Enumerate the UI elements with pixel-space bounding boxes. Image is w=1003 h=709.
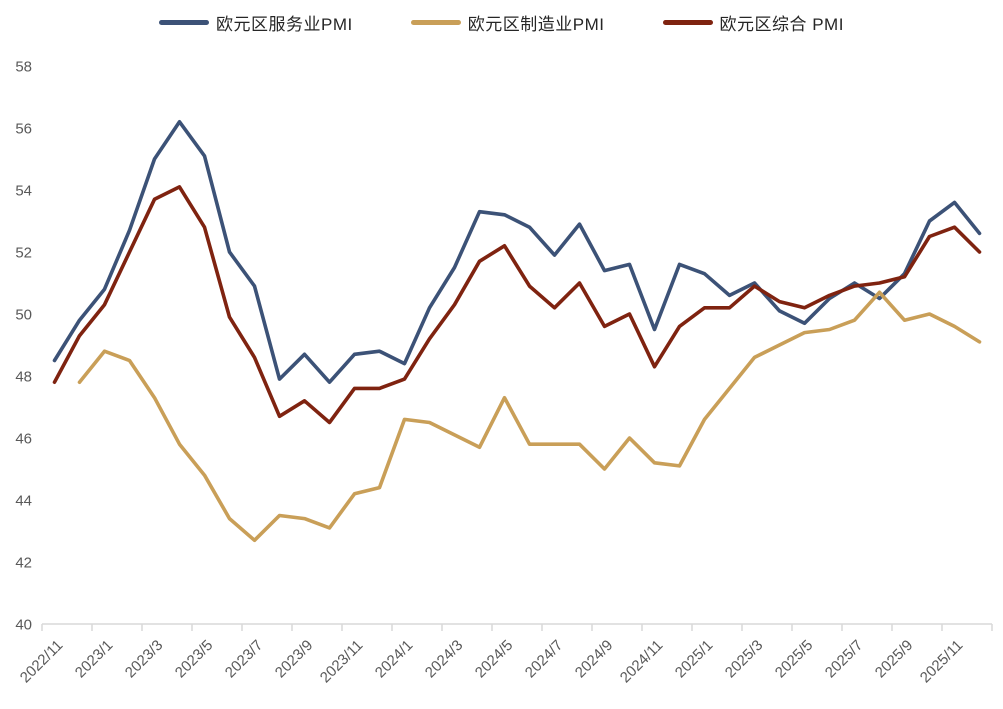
x-axis-labels: 2022/11 2023/1 2023/3 2023/5 2023/7 2023/9 202…	[17, 637, 967, 687]
x-axis	[41, 623, 993, 631]
legend-label: 欧元区综合 PMI	[719, 15, 844, 34]
x-tick-label: 2023/9	[272, 637, 316, 681]
legend-item-composite: 欧元区综合 PMI	[662, 10, 844, 35]
series-line-composite	[52, 185, 982, 425]
x-tick-label: 2025/5	[772, 637, 816, 681]
legend-line-swatch-composite	[662, 20, 713, 25]
x-tick-label: 2023/1	[72, 637, 116, 681]
chart-legend: 欧元区服务业PMI 欧元区制造业PMI 欧元区综合 PMI	[0, 10, 1003, 35]
y-tick-label: 54	[15, 183, 32, 200]
series-line-services	[52, 120, 982, 384]
y-tick-label: 42	[15, 555, 32, 572]
x-tick-label: 2025/11	[917, 637, 967, 687]
y-tick-label: 52	[15, 245, 32, 262]
legend-line-swatch-manufacturing	[410, 20, 461, 25]
x-tick-label: 2025/7	[822, 637, 866, 681]
x-tick-label: 2023/7	[222, 637, 266, 681]
x-tick-label: 2024/3	[422, 637, 466, 681]
x-tick-label: 2023/11	[317, 637, 367, 687]
y-tick-label: 50	[15, 307, 32, 324]
x-tick-label: 2022/11	[17, 637, 67, 687]
x-tick-label: 2025/3	[722, 637, 766, 681]
y-tick-label: 48	[15, 369, 32, 386]
y-axis-labels: 40 42 44 46 48 50 52 54 56 58	[15, 59, 32, 634]
x-tick-label: 2023/3	[122, 637, 166, 681]
legend-item-services: 欧元区服务业PMI	[159, 10, 353, 35]
y-tick-label: 46	[15, 431, 32, 448]
y-tick-label: 44	[15, 493, 32, 510]
legend-line-swatch-services	[159, 20, 210, 25]
y-tick-label: 40	[15, 617, 32, 634]
y-tick-label: 58	[15, 59, 32, 76]
x-tick-label: 2024/1	[372, 637, 416, 681]
y-tick-label: 56	[15, 121, 32, 138]
x-tick-label: 2024/11	[617, 637, 667, 687]
x-tick-label: 2023/5	[172, 637, 216, 681]
x-tick-label: 2025/1	[672, 637, 716, 681]
x-tick-label: 2024/5	[472, 637, 516, 681]
x-tick-label: 2024/7	[522, 637, 566, 681]
x-tick-label: 2025/9	[872, 637, 916, 681]
legend-item-manufacturing: 欧元区制造业PMI	[410, 10, 605, 35]
legend-label: 欧元区服务业PMI	[216, 15, 353, 34]
series-line-manufacturing	[77, 290, 982, 543]
legend-label: 欧元区制造业PMI	[467, 15, 605, 34]
x-tick-label: 2024/9	[572, 637, 616, 681]
